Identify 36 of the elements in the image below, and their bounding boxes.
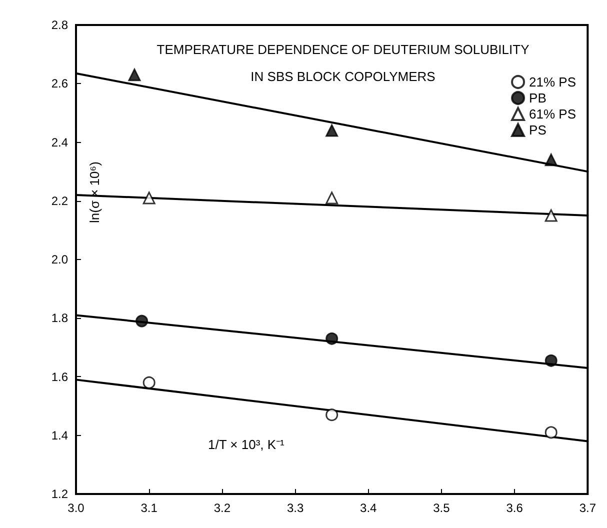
point [326, 124, 338, 137]
point [544, 209, 558, 222]
point [142, 192, 156, 204]
point [326, 332, 338, 345]
point [544, 154, 558, 166]
y-tick-label: 1.4 [51, 428, 68, 442]
x-tick-label: 3.5 [433, 501, 450, 515]
y-tick-label: 2.4 [51, 135, 68, 150]
y-tick-label: 2.0 [51, 252, 68, 266]
y-tick-label: 2.2 [51, 194, 68, 208]
point [128, 68, 141, 82]
x-tick-label: 3.2 [214, 501, 231, 515]
legend-label: 61% PS [529, 106, 576, 122]
point [544, 426, 558, 439]
y-tick-label: 1.8 [51, 311, 68, 326]
point [544, 354, 558, 367]
text: IN SBS BLOCK COPOLYMERS [250, 69, 436, 84]
text: TEMPERATURE DEPENDENCE OF DEUTERIUM SOLUBILITY [156, 42, 530, 57]
x-tick-label: 3.1 [140, 501, 158, 515]
legend-label: 21% PS [529, 74, 576, 90]
y-tick-label: 1.2 [51, 487, 68, 501]
x-tick-label: 3.0 [68, 501, 85, 515]
x-tick-label: 3.7 [579, 501, 596, 515]
legend-label: PB [529, 90, 546, 106]
legend-label: PS [529, 122, 547, 138]
x-tick-label: 3.6 [506, 501, 524, 515]
y-tick-label: 1.6 [51, 370, 68, 384]
x-axis-title: 1/T × 10³, K⁻¹ [208, 437, 286, 452]
y-tick-label: 2.8 [51, 18, 68, 32]
y-tick-label: 2.6 [51, 76, 68, 91]
point [326, 192, 338, 204]
x-tick-label: 3.3 [286, 501, 304, 515]
point [142, 376, 156, 389]
point [326, 408, 338, 422]
point [136, 314, 148, 328]
x-tick-label: 3.4 [360, 501, 378, 515]
